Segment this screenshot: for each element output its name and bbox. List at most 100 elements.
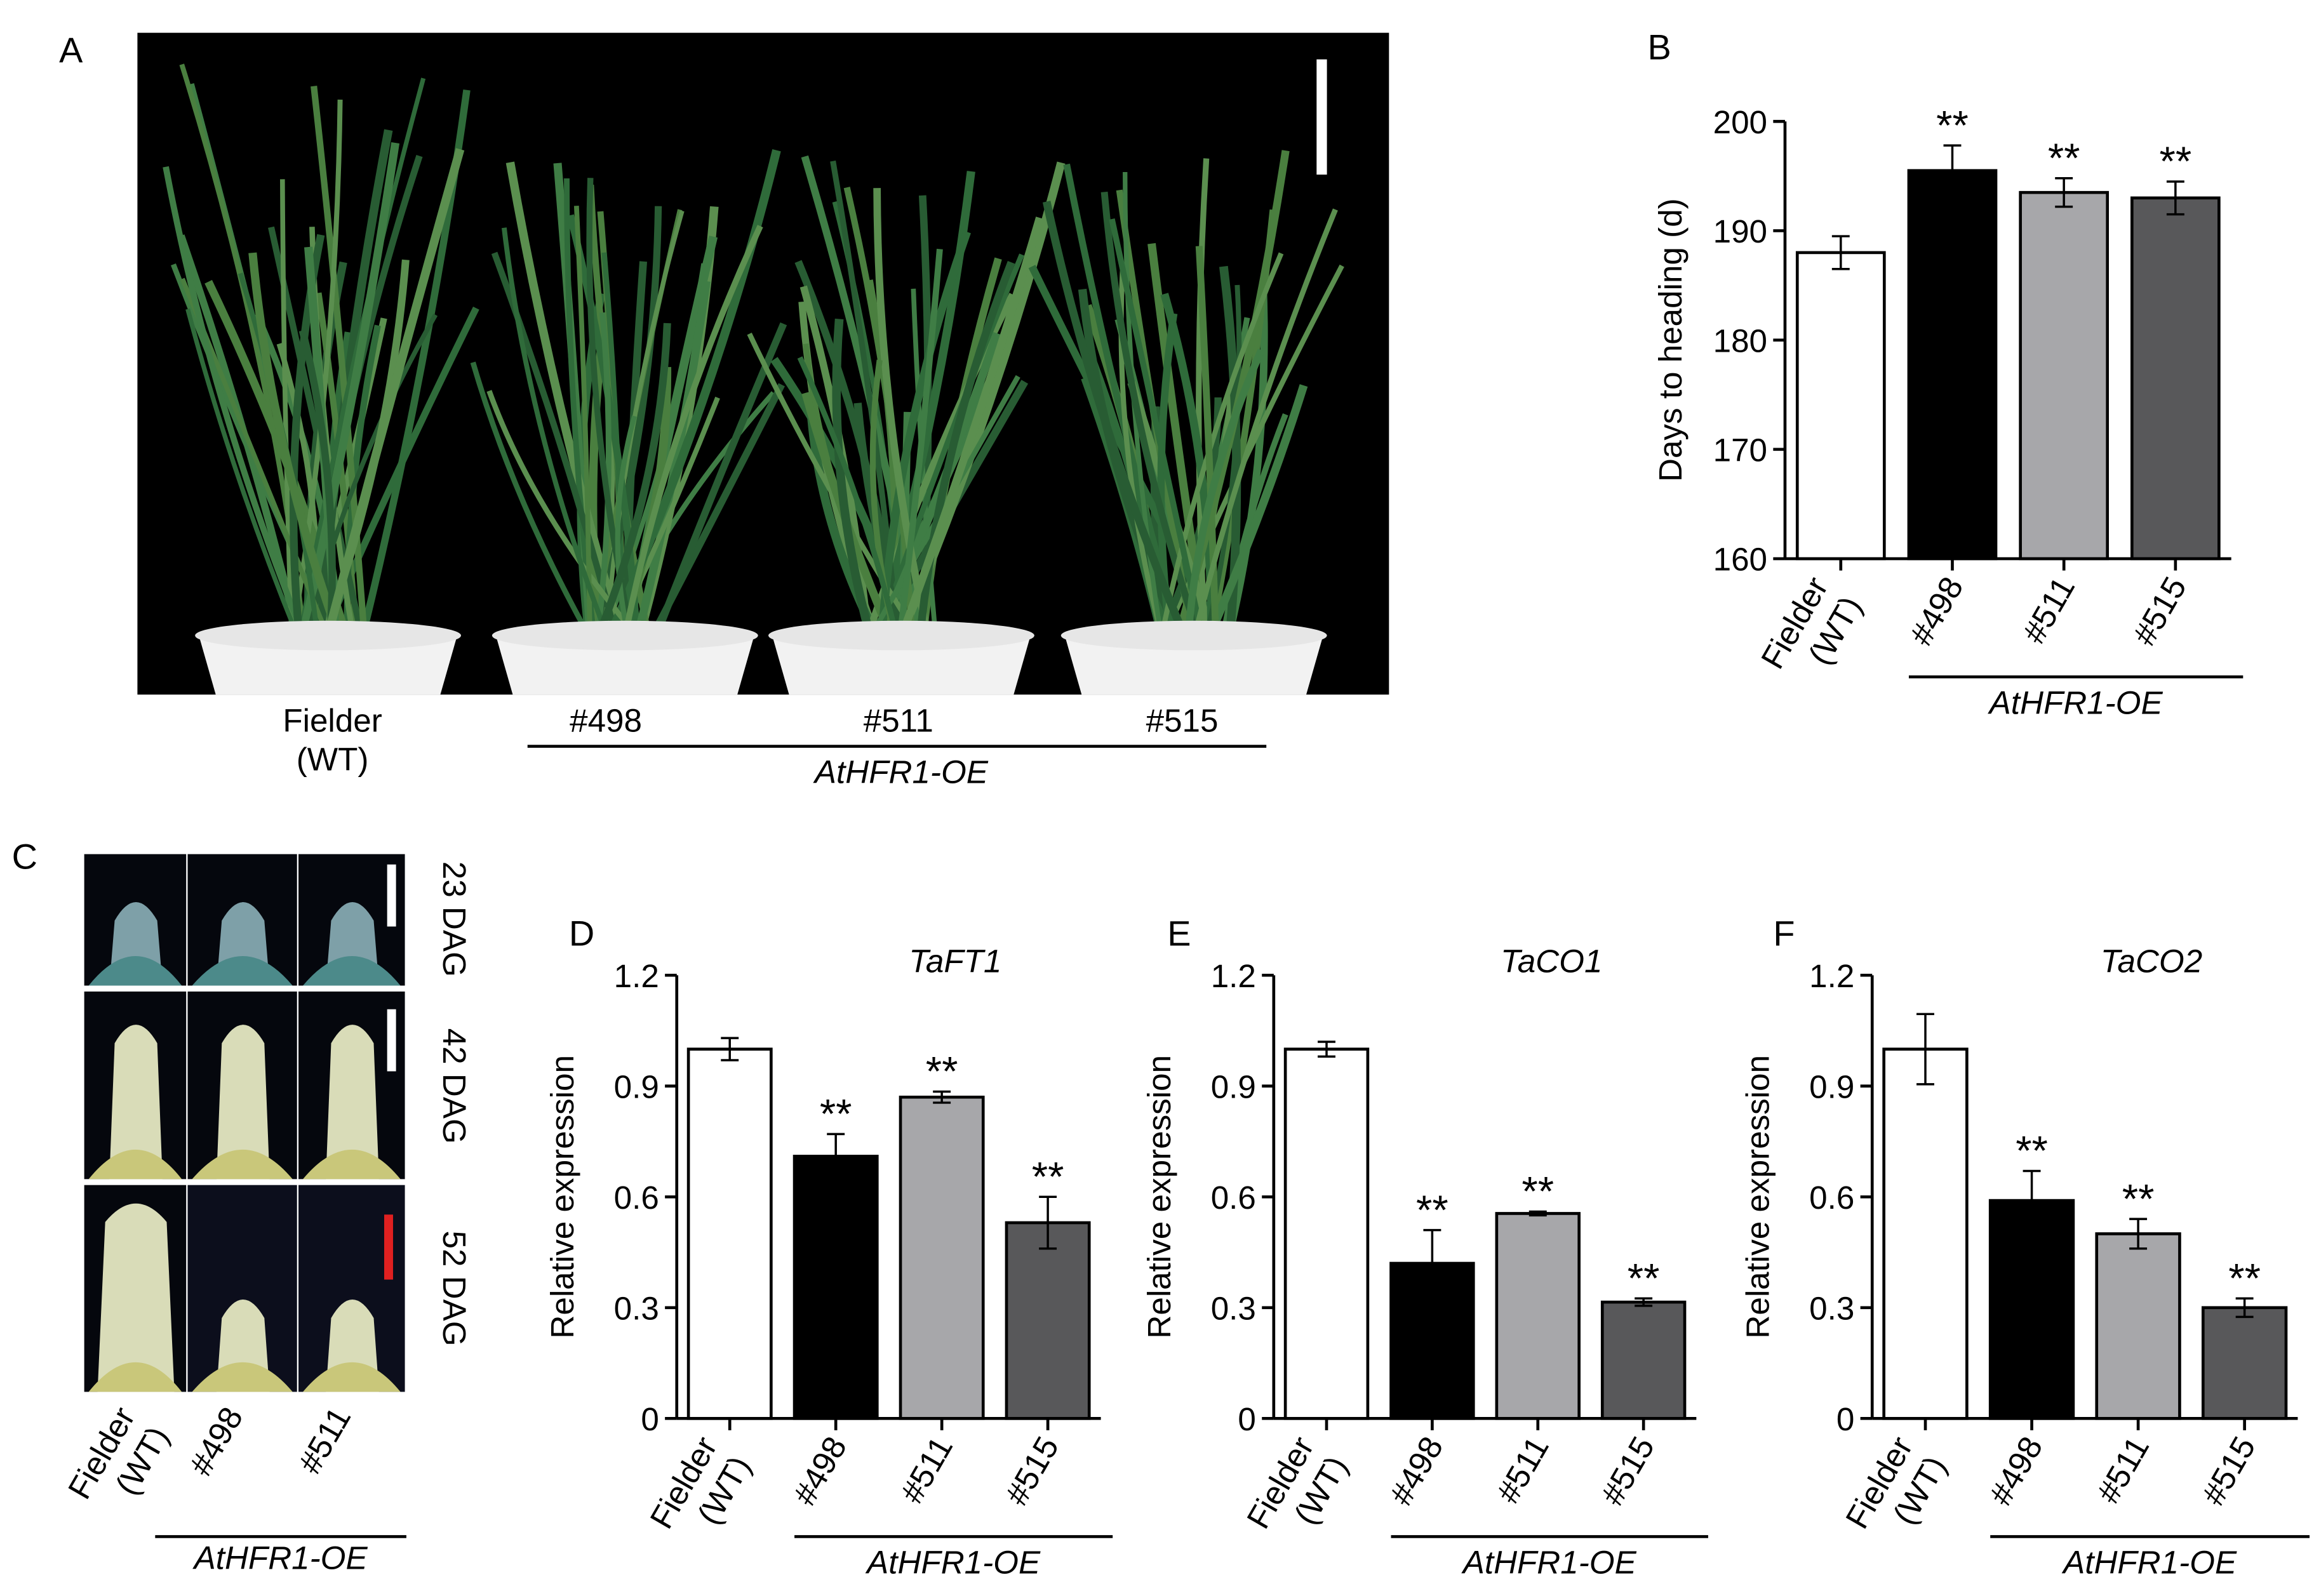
significance: ** (1521, 1168, 1554, 1214)
leaf (873, 188, 932, 637)
y-axis-label: Relative expression (1141, 1055, 1177, 1339)
leaf (1225, 281, 1268, 637)
y-tick-label: 0.3 (614, 1290, 659, 1326)
bar (1907, 169, 1998, 561)
pot-label: Fielder (WT) (283, 702, 382, 777)
group-label: AtHFR1-OE (1988, 684, 2164, 721)
leaf (832, 318, 874, 637)
leaf (185, 308, 300, 637)
pot-label: #511 (864, 702, 933, 738)
bar (2201, 1306, 2288, 1420)
leaf (1042, 201, 1188, 637)
base (88, 1362, 182, 1392)
x-tick-label: #511 (893, 1430, 960, 1509)
y-axis-label: Relative expression (1739, 1055, 1776, 1339)
leaf (1109, 218, 1205, 637)
scale-bar (384, 1214, 393, 1280)
pot-rim (1060, 620, 1327, 651)
error-bar (933, 1090, 951, 1104)
leaf (878, 230, 971, 636)
y-axis-label: Days to heading (d) (1652, 198, 1689, 482)
chart-title: TaCO1 (1501, 943, 1602, 980)
bar (1988, 1199, 2075, 1420)
x-tick-label: #498 (1982, 1430, 2049, 1511)
y-tick-label: 0.3 (1211, 1290, 1256, 1326)
y-tick-label: 0.3 (1809, 1290, 1854, 1326)
leaf (615, 415, 637, 636)
y-tick-label: 0.6 (1809, 1180, 1854, 1216)
base (192, 955, 293, 986)
chart-title: TaCO2 (2101, 943, 2202, 980)
panel-label: E (1167, 914, 1191, 954)
x-tick-label: #498 (1382, 1430, 1450, 1511)
y-tick-label: 0 (1836, 1401, 1854, 1437)
x-tick-label: #498 (1903, 571, 1970, 651)
x-tick-label: #498 (786, 1430, 853, 1511)
bar (2130, 196, 2221, 561)
significance: ** (1936, 102, 1969, 149)
significance: ** (1032, 1154, 1064, 1200)
error-bar (1528, 1210, 1547, 1217)
panel-label: C (12, 837, 37, 877)
y-tick-label: 0.9 (1211, 1068, 1256, 1105)
y-axis-label: Relative expression (544, 1055, 580, 1339)
photo-c (84, 854, 405, 1392)
apex (326, 1025, 379, 1180)
scale-bar (387, 1009, 396, 1072)
error-bar (2023, 1169, 2041, 1232)
error-bar (2055, 177, 2073, 208)
leaf (1196, 158, 1210, 636)
leaf (622, 225, 763, 636)
leaf (280, 179, 295, 636)
x-tick-label: Fielder(WT) (643, 1430, 758, 1554)
y-tick-label: 200 (1713, 104, 1767, 140)
bar (899, 1095, 985, 1420)
x-tick-label: #515 (1594, 1430, 1661, 1511)
leaf (897, 248, 943, 636)
leaf (1192, 208, 1338, 637)
bar (1882, 1047, 1969, 1420)
group-label: AtHFR1-OE (1461, 1545, 1637, 1581)
significance: ** (926, 1048, 958, 1094)
scale-bar (1316, 59, 1327, 175)
bar (1283, 1047, 1370, 1420)
apex (97, 1203, 175, 1392)
leaf (1184, 349, 1265, 636)
leaf (797, 356, 899, 637)
bar (1795, 251, 1886, 561)
panel-label: B (1648, 27, 1671, 67)
x-tick-label: #511 (2016, 571, 2082, 649)
leaf (747, 333, 920, 637)
y-tick-label: 0.9 (614, 1068, 659, 1105)
base (88, 955, 182, 986)
error-bar (1831, 235, 1850, 270)
leaf (634, 280, 711, 637)
error-bar (1318, 1041, 1335, 1058)
leaf (898, 216, 1044, 637)
bar (1600, 1300, 1687, 1420)
chart-title: TaFT1 (909, 943, 1001, 980)
error-bar (1039, 1195, 1057, 1250)
y-tick-label: 1.2 (1211, 958, 1256, 994)
leaf (621, 261, 648, 636)
base (192, 1362, 293, 1392)
significance: ** (2016, 1127, 2048, 1174)
y-tick-label: 0.6 (614, 1180, 659, 1216)
leaf (916, 261, 1015, 636)
leaf (1160, 293, 1215, 636)
stage-label: 23 DAG (436, 861, 472, 977)
panel-label: A (59, 30, 83, 70)
y-tick-label: 0.6 (1211, 1180, 1256, 1216)
leaf (501, 227, 610, 637)
error-bar (827, 1133, 845, 1180)
significance: ** (2159, 138, 2191, 185)
pot-label: #515 (1146, 702, 1219, 738)
bar (1005, 1221, 1091, 1420)
y-tick-label: 0.9 (1809, 1068, 1854, 1105)
leaf (311, 86, 368, 636)
pot-label: #498 (570, 702, 642, 738)
x-tick-label: #515 (2126, 571, 2193, 651)
significance: ** (820, 1091, 852, 1137)
